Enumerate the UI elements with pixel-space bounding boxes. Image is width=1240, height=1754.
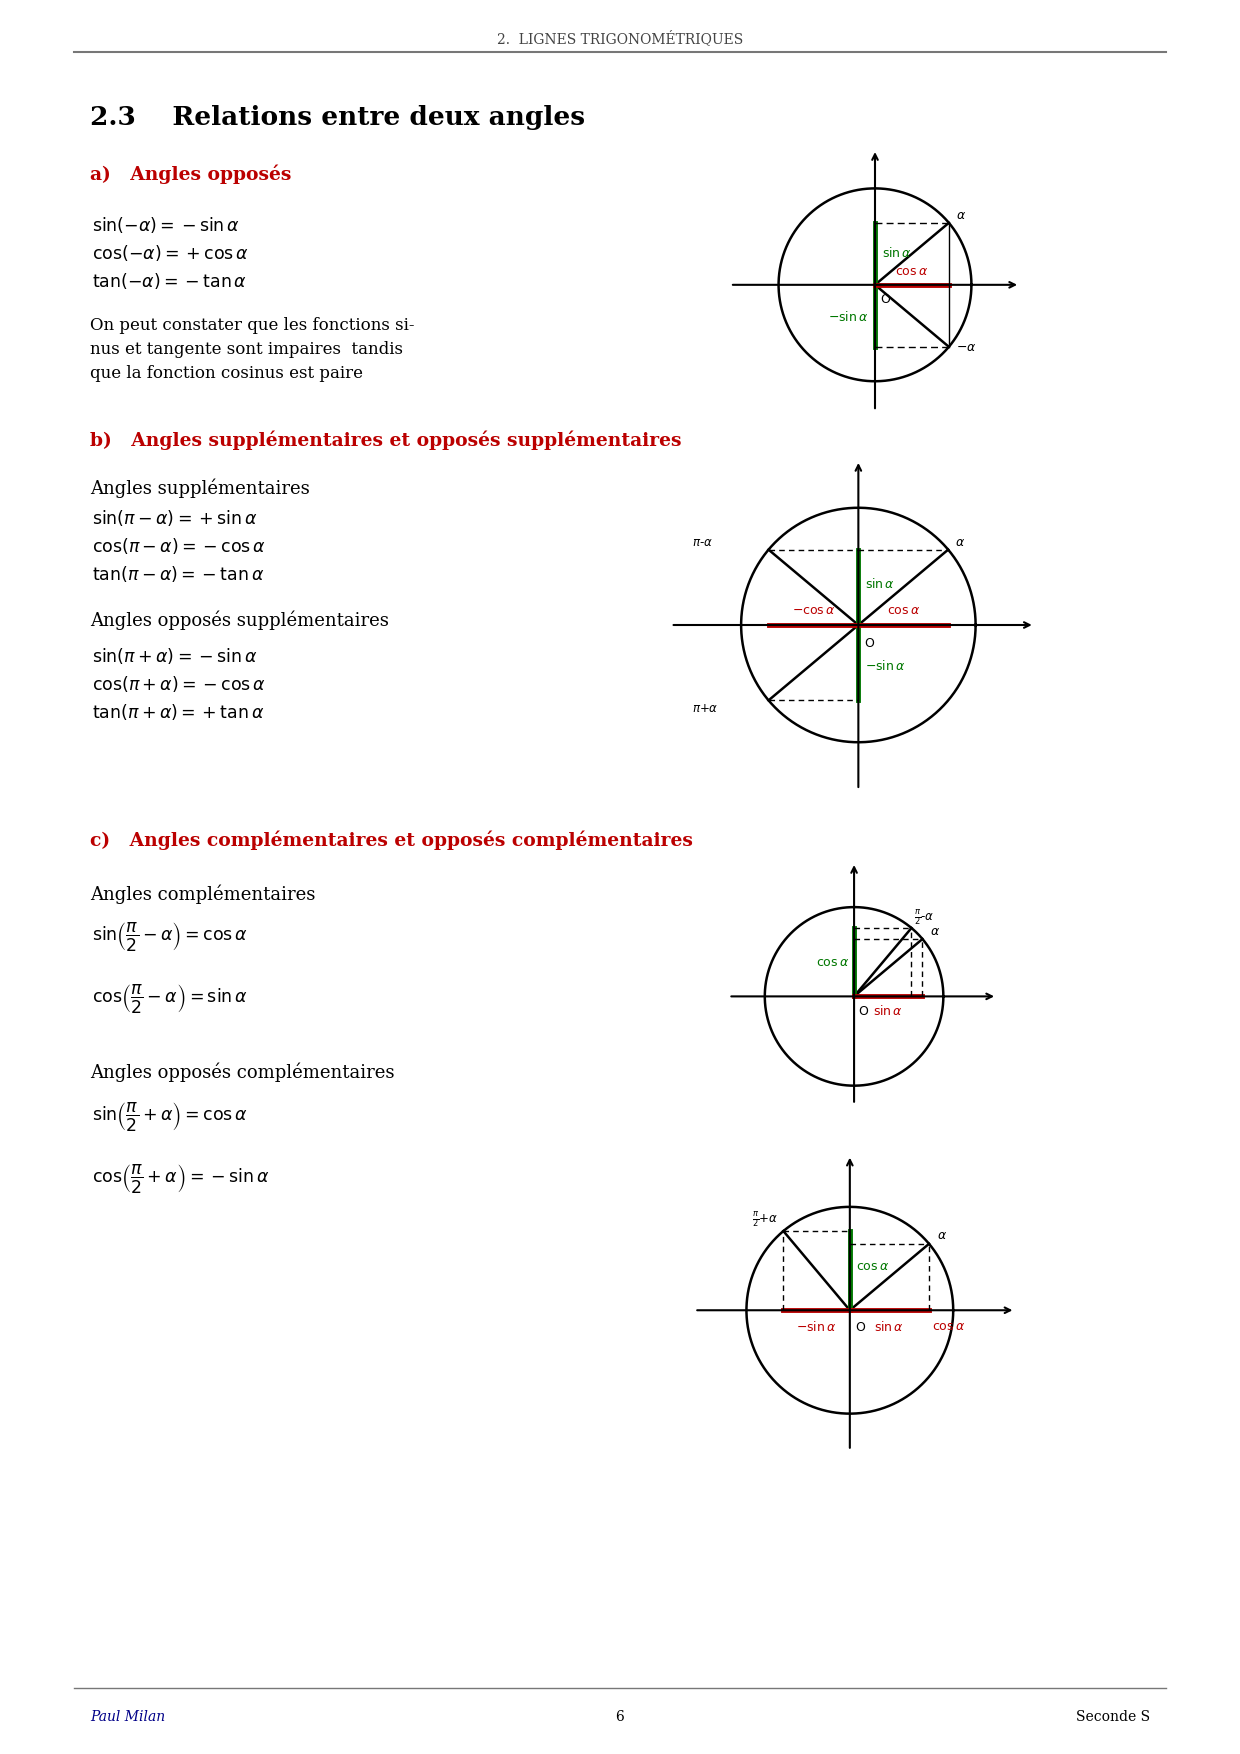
Text: Angles opposés supplémentaires: Angles opposés supplémentaires [91,610,389,630]
Text: On peut constater que les fonctions si-
nus et tangente sont impaires  tandis
qu: On peut constater que les fonctions si- … [91,317,414,382]
Text: 2.  LIGNES TRIGONOMÉTRIQUES: 2. LIGNES TRIGONOMÉTRIQUES [497,30,743,46]
Text: $\cos\alpha$: $\cos\alpha$ [895,265,929,279]
Text: $-\sin\alpha$: $-\sin\alpha$ [796,1319,837,1333]
Text: $\alpha$: $\alpha$ [956,209,966,223]
Text: $\cos\alpha$: $\cos\alpha$ [932,1319,965,1333]
Text: $\cos(\pi + \alpha) = -\cos\alpha$: $\cos(\pi + \alpha) = -\cos\alpha$ [92,674,265,695]
Text: O: O [858,1005,868,1019]
Text: $\pi$+$\alpha$: $\pi$+$\alpha$ [692,702,718,716]
Text: b)   Angles supplémentaires et opposés supplémentaires: b) Angles supplémentaires et opposés sup… [91,430,682,449]
Text: $\cos\!\left(\dfrac{\pi}{2} + \alpha\right) = -\sin\alpha$: $\cos\!\left(\dfrac{\pi}{2} + \alpha\rig… [92,1161,269,1194]
Text: $\tan(\pi - \alpha) = -\tan\alpha$: $\tan(\pi - \alpha) = -\tan\alpha$ [92,565,264,584]
Text: $\frac{\pi}{2}$+$\alpha$: $\frac{\pi}{2}$+$\alpha$ [753,1212,779,1230]
Text: $\alpha$: $\alpha$ [955,537,965,549]
Text: $-\alpha$: $-\alpha$ [956,340,976,354]
Text: $\sin\alpha$: $\sin\alpha$ [882,246,911,260]
Text: $\sin\!\left(\dfrac{\pi}{2} + \alpha\right) = \cos\alpha$: $\sin\!\left(\dfrac{\pi}{2} + \alpha\rig… [92,1100,248,1133]
Text: Seconde S: Seconde S [1076,1710,1149,1724]
Text: O: O [856,1321,864,1333]
Text: $\alpha$: $\alpha$ [930,924,940,938]
Text: $\sin\alpha$: $\sin\alpha$ [874,1319,904,1333]
Text: $\pi$-$\alpha$: $\pi$-$\alpha$ [692,537,713,549]
Text: $\cos(\pi - \alpha) = -\cos\alpha$: $\cos(\pi - \alpha) = -\cos\alpha$ [92,537,265,556]
Text: O: O [864,637,874,649]
Text: $\cos(-\alpha) = +\cos\alpha$: $\cos(-\alpha) = +\cos\alpha$ [92,244,249,263]
Text: $-\sin\alpha$: $-\sin\alpha$ [866,660,906,674]
Text: $\cos\!\left(\dfrac{\pi}{2} - \alpha\right) = \sin\alpha$: $\cos\!\left(\dfrac{\pi}{2} - \alpha\rig… [92,982,248,1016]
Text: Angles supplémentaires: Angles supplémentaires [91,479,310,498]
Text: $\sin\!\left(\dfrac{\pi}{2} - \alpha\right) = \cos\alpha$: $\sin\!\left(\dfrac{\pi}{2} - \alpha\rig… [92,921,248,952]
Text: $\sin(-\alpha) = -\sin\alpha$: $\sin(-\alpha) = -\sin\alpha$ [92,216,241,235]
Text: Angles opposés complémentaires: Angles opposés complémentaires [91,1061,394,1082]
Text: 2.3    Relations entre deux angles: 2.3 Relations entre deux angles [91,105,585,130]
Text: $\cos\alpha$: $\cos\alpha$ [856,1259,889,1273]
Text: $\sin\alpha$: $\sin\alpha$ [873,1005,903,1019]
Text: $\cos\alpha$: $\cos\alpha$ [887,603,920,617]
Text: $\sin(\pi + \alpha) = -\sin\alpha$: $\sin(\pi + \alpha) = -\sin\alpha$ [92,645,257,667]
Text: $\cos\alpha$: $\cos\alpha$ [816,956,848,968]
Text: $\tan(-\alpha) = -\tan\alpha$: $\tan(-\alpha) = -\tan\alpha$ [92,272,247,291]
Text: a)   Angles opposés: a) Angles opposés [91,165,291,184]
Text: $\sin(\pi - \alpha) = +\sin\alpha$: $\sin(\pi - \alpha) = +\sin\alpha$ [92,509,257,528]
Text: Paul Milan: Paul Milan [91,1710,165,1724]
Text: $\alpha$: $\alpha$ [937,1228,947,1242]
Text: Angles complémentaires: Angles complémentaires [91,886,315,905]
Text: $\tan(\pi + \alpha) = +\tan\alpha$: $\tan(\pi + \alpha) = +\tan\alpha$ [92,702,264,723]
Text: O: O [880,293,889,307]
Text: c)   Angles complémentaires et opposés complémentaires: c) Angles complémentaires et opposés com… [91,830,693,849]
Text: $\sin\alpha$: $\sin\alpha$ [866,577,895,591]
Text: $-\cos\alpha$: $-\cos\alpha$ [791,603,836,617]
Text: 6: 6 [615,1710,625,1724]
Text: $-\sin\alpha$: $-\sin\alpha$ [828,310,868,324]
Text: $\frac{\pi}{2}$-$\alpha$: $\frac{\pi}{2}$-$\alpha$ [914,909,935,928]
